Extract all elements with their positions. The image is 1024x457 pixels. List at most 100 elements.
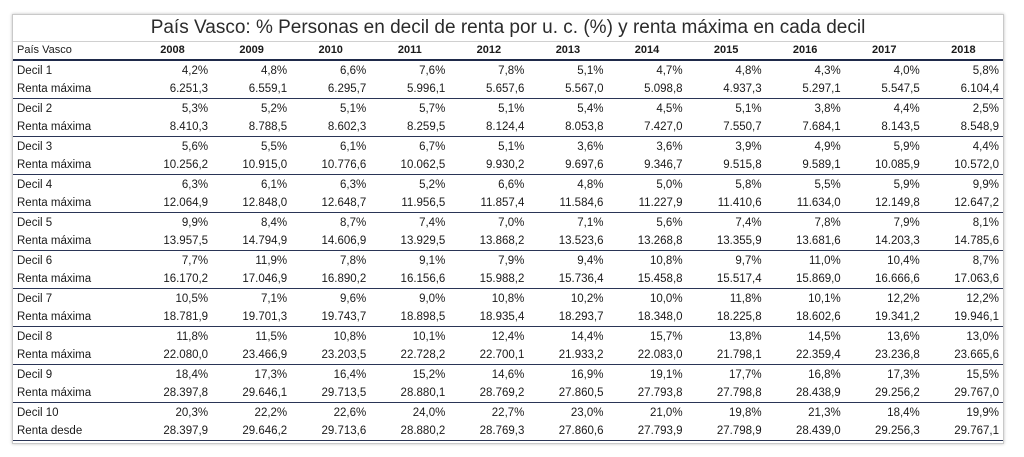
table-cell: 7,1% — [260, 293, 288, 305]
table-cell: 22.083,0 — [607, 346, 687, 365]
table-cell: 29.256,2 — [844, 384, 924, 403]
table-cell: 15,2% — [412, 369, 446, 381]
row-label: Renta máxima — [13, 80, 133, 99]
decile-row: Decil 10 20,3% 22,2% 22,6% 24,0% 22,7% 23,0% 21… — [13, 403, 1003, 423]
table-cell: 9,4% — [577, 255, 604, 267]
row-label: Renta máxima — [13, 270, 133, 289]
table-cell: 27.860,6 — [528, 422, 608, 441]
row-label: Decil 10 — [17, 407, 59, 419]
table-cell: 28.880,2 — [370, 422, 450, 441]
income-row: Renta máxima 13.957,5 14.794,9 14.606,9 13.9… — [13, 232, 1003, 251]
table-cell: 11,9% — [255, 255, 288, 267]
table-cell: 28.397,9 — [133, 422, 213, 441]
table-cell: 9,1% — [419, 255, 446, 267]
table-cell: 7,1% — [577, 217, 604, 229]
table-cell: 28.880,1 — [370, 384, 450, 403]
table-cell: 13.523,6 — [528, 232, 608, 251]
row-label: Renta máxima — [13, 384, 133, 403]
year-header: 2008 — [133, 42, 213, 61]
table-cell: 4,2% — [181, 65, 209, 77]
table-cell: 15.458,8 — [607, 270, 687, 289]
table-cell: 16.156,6 — [370, 270, 450, 289]
table-cell: 13,6% — [887, 331, 920, 343]
table-cell: 10,1% — [808, 293, 841, 305]
row-label: Decil 9 — [17, 369, 53, 381]
table-cell: 9,6% — [340, 293, 367, 305]
income-row: Renta máxima 28.397,8 29.646,1 29.713,5 28.8… — [13, 384, 1003, 403]
table-cell: 11.227,9 — [607, 194, 687, 213]
table-cell: 7,8% — [340, 255, 367, 267]
table-cell: 17.063,6 — [923, 270, 1003, 289]
year-header: 2015 — [686, 42, 766, 61]
income-row: Renta máxima 16.170,2 17.046,9 16.890,2 16.1… — [13, 270, 1003, 289]
table-cell: 6,1% — [260, 179, 288, 191]
table-cell: 14.794,9 — [212, 232, 292, 251]
table-cell: 13,0% — [966, 331, 999, 343]
table-cell: 13.868,2 — [449, 232, 529, 251]
table-cell: 15.869,0 — [765, 270, 845, 289]
income-row: Renta máxima 10.256,2 10.915,0 10.776,6 10.0… — [13, 156, 1003, 175]
income-row: Renta máxima 12.064,9 12.848,0 12.648,7 11.9… — [13, 194, 1003, 213]
table-cell: 18.293,7 — [528, 308, 608, 327]
table-cell: 11,8% — [176, 331, 209, 343]
year-header: 2018 — [923, 42, 1003, 61]
table-cell: 5,1% — [498, 103, 525, 115]
table-cell: 11.410,6 — [686, 194, 766, 213]
table-cell: 17,3% — [887, 369, 920, 381]
year-header: 2017 — [844, 42, 924, 61]
table-cell: 29.767,0 — [923, 384, 1003, 403]
table-cell: 10,5% — [175, 293, 209, 305]
table-cell: 7,8% — [498, 65, 525, 77]
table-cell: 16,4% — [333, 369, 367, 381]
table-cell: 8,7% — [340, 217, 367, 229]
row-label: Decil 1 — [17, 65, 53, 77]
table-cell: 12.648,7 — [291, 194, 371, 213]
table-cell: 6,6% — [340, 65, 367, 77]
table-cell: 19.743,7 — [291, 308, 371, 327]
table-cell: 12.064,9 — [133, 194, 213, 213]
table-cell: 5,1% — [340, 103, 367, 115]
table-cell: 6,7% — [419, 141, 446, 153]
table-cell: 7,4% — [735, 217, 762, 229]
table-cell: 12,4% — [491, 331, 525, 343]
table-cell: 21,3% — [808, 407, 841, 419]
table-cell: 8.124,4 — [449, 118, 529, 137]
table-cell: 6,6% — [498, 179, 525, 191]
table-cell: 27.793,9 — [607, 422, 687, 441]
table-cell: 14.203,3 — [844, 232, 924, 251]
table-cell: 18,4% — [887, 407, 920, 419]
table-cell: 6.104,4 — [923, 80, 1003, 99]
table-cell: 7,6% — [419, 65, 446, 77]
table-cell: 9,0% — [419, 293, 446, 305]
table-cell: 9.515,8 — [686, 156, 766, 175]
table-cell: 18.602,6 — [765, 308, 845, 327]
table-cell: 22.359,4 — [765, 346, 845, 365]
table-cell: 11,5% — [255, 331, 288, 343]
table-cell: 22,6% — [333, 407, 367, 419]
table-body: Decil 1 4,2% 4,8% 6,6% 7,6% 7,8% 5,1% 4,7% 4,8% 4… — [13, 60, 1003, 441]
year-header: 2009 — [212, 42, 292, 61]
decile-row: Decil 7 10,5% 7,1% 9,6% 9,0% 10,8% 10,2% 10,0% 1… — [13, 289, 1003, 309]
table-cell: 11.956,5 — [370, 194, 450, 213]
table-cell: 18.225,8 — [686, 308, 766, 327]
table-cell: 16,8% — [808, 369, 841, 381]
table-cell: 12.647,2 — [923, 194, 1003, 213]
income-row: Renta máxima 8.410,3 8.788,5 8.602,3 8.259,5… — [13, 118, 1003, 137]
table-cell: 10.572,0 — [923, 156, 1003, 175]
table-cell: 23.466,9 — [212, 346, 292, 365]
table-cell: 23.203,5 — [291, 346, 371, 365]
table-cell: 7.684,1 — [765, 118, 845, 137]
table-cell: 3,6% — [577, 141, 604, 153]
table-cell: 15.736,4 — [528, 270, 608, 289]
income-row: Renta máxima 22.080,0 23.466,9 23.203,5 22.7… — [13, 346, 1003, 365]
year-header: 2016 — [765, 42, 845, 61]
table-cell: 7,8% — [814, 217, 841, 229]
table-cell: 10,4% — [887, 255, 920, 267]
row-label: Decil 6 — [17, 255, 53, 267]
table-cell: 11.584,6 — [528, 194, 608, 213]
table-cell: 6.295,7 — [291, 80, 371, 99]
row-label: Renta máxima — [13, 156, 133, 175]
table-cell: 10.085,9 — [844, 156, 924, 175]
table-cell: 5,7% — [419, 103, 446, 115]
table-cell: 10.915,0 — [212, 156, 292, 175]
